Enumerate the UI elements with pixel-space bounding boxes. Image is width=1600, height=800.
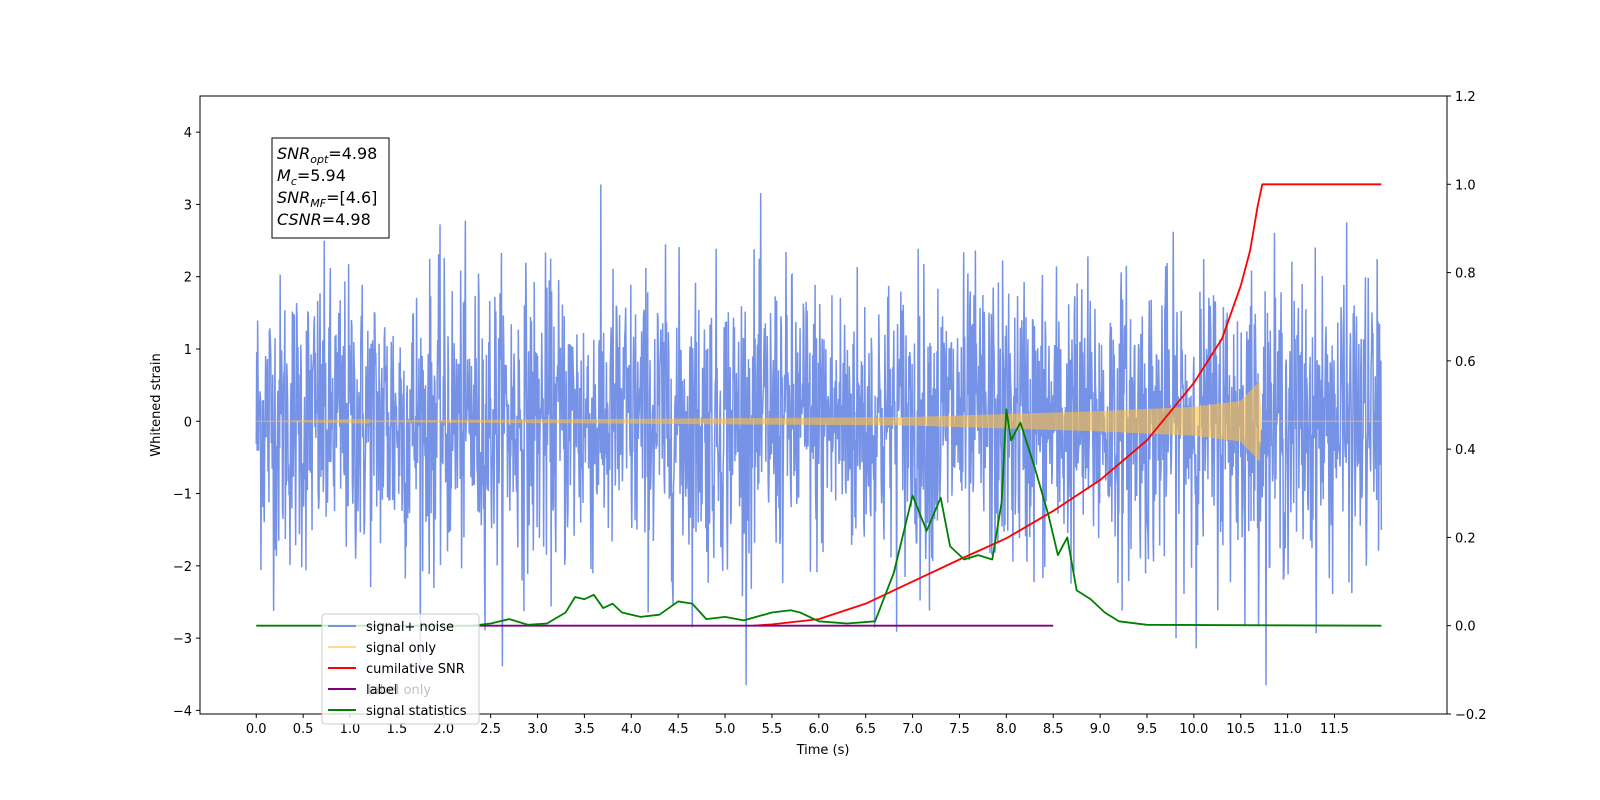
annotation-line: SNRMF=[4.6] [277, 188, 377, 210]
x-tick-label: 4.5 [668, 722, 689, 737]
x-tick-label: 5.0 [715, 722, 736, 737]
x-tick-label: 4.0 [621, 722, 642, 737]
x-tick-label: 1.0 [340, 722, 361, 737]
annotation-line: SNRopt=4.98 [277, 144, 377, 166]
annotation-symbol: SNR [277, 188, 310, 207]
y-right-tick-label: 0.2 [1455, 531, 1476, 546]
y-left-tick-label: 1 [184, 343, 192, 358]
legend: label only signal+ noise signal only cumila… [321, 613, 480, 725]
x-tick-label: 11.0 [1273, 722, 1302, 737]
annotation-subscript: c [291, 175, 297, 188]
y-left-tick-label: −2 [173, 560, 192, 575]
y-left-tick-label: −4 [173, 704, 192, 719]
y-right-tick-label: 1.0 [1455, 178, 1476, 193]
x-tick-label: 8.5 [1043, 722, 1064, 737]
annotation-symbol: SNR [277, 144, 310, 163]
x-tick-label: 7.0 [902, 722, 923, 737]
annotation-subscript: MF [310, 197, 326, 210]
y-left-tick-label: −3 [173, 632, 192, 647]
x-axis-label: Time (s) [796, 743, 850, 758]
x-tick-label: 5.5 [762, 722, 783, 737]
y-right-tick-label: −0.2 [1455, 708, 1487, 723]
legend-label: signal statistics [366, 704, 467, 719]
x-tick-label: 2.5 [480, 722, 501, 737]
plot-frame [199, 95, 1448, 715]
y-right-tick-label: 0.4 [1455, 443, 1476, 458]
x-tick-label: 6.0 [808, 722, 829, 737]
x-tick-label: 6.5 [855, 722, 876, 737]
x-tick-label: 7.5 [949, 722, 970, 737]
y-left-axis-ticks: 4 3 2 1 0 −1 −2 −3 −4 [173, 126, 200, 719]
legend-label: signal only [366, 641, 436, 656]
x-tick-label: 2.0 [433, 722, 454, 737]
x-tick-label: 9.5 [1137, 722, 1158, 737]
annotation-value: =5.94 [297, 166, 346, 185]
x-tick-label: 11.5 [1320, 722, 1349, 737]
series-line-cumilative-snr [753, 183, 1382, 627]
annotation-value: =4.98 [328, 144, 377, 163]
y-left-tick-label: −1 [173, 488, 192, 503]
x-tick-label: 1.5 [387, 722, 408, 737]
annotation-line: CSNR=4.98 [277, 210, 371, 229]
y-right-axis-ticks: 1.2 1.0 0.8 0.6 0.4 0.2 0.0 −0.2 [1447, 90, 1487, 723]
legend-label: cumilative SNR [366, 662, 465, 677]
x-tick-label: 0.5 [293, 722, 314, 737]
series-line-signal-statistics [256, 408, 1382, 627]
y-right-tick-label: 0.6 [1455, 355, 1476, 370]
legend-label: signal+ noise [366, 620, 454, 635]
annotation-value: =4.98 [322, 210, 371, 229]
annotation-symbol: CSNR [277, 210, 322, 229]
x-tick-label: 9.0 [1090, 722, 1111, 737]
annotation-value: =[4.6] [326, 188, 377, 207]
x-tick-label: 3.0 [527, 722, 548, 737]
series-line-signal-noise [255, 184, 1383, 686]
y-right-tick-label: 0.8 [1455, 267, 1476, 282]
y-left-tick-label: 3 [184, 198, 192, 213]
x-tick-label: 3.5 [574, 722, 595, 737]
x-tick-label: 8.0 [996, 722, 1017, 737]
x-tick-label: 10.5 [1226, 722, 1255, 737]
x-tick-label: 0.0 [246, 722, 267, 737]
annotation-subscript: opt [310, 153, 329, 166]
legend-obscured-label: label only [368, 683, 431, 698]
legend-label: label [366, 683, 397, 698]
x-tick-label: 10.0 [1179, 722, 1208, 737]
annotation-line: Mc=5.94 [277, 166, 346, 188]
y-left-tick-label: 4 [184, 126, 192, 141]
x-axis-ticks: 0.0 0.5 1.0 1.5 2.0 2.5 3.0 3.5 4.0 4.5 5.0 5.5 6.0 6… [246, 714, 1349, 737]
y-left-tick-label: 0 [184, 415, 192, 430]
y-right-tick-label: 1.2 [1455, 90, 1476, 105]
legend-box [321, 613, 480, 725]
y-right-tick-label: 0.0 [1455, 620, 1476, 635]
annotation-symbol: M [277, 166, 291, 185]
y-left-tick-label: 2 [184, 271, 192, 286]
y-axis-label: Whitened strain [149, 353, 164, 456]
series-layer [255, 183, 1383, 686]
series-line-signal-only [256, 381, 1382, 462]
